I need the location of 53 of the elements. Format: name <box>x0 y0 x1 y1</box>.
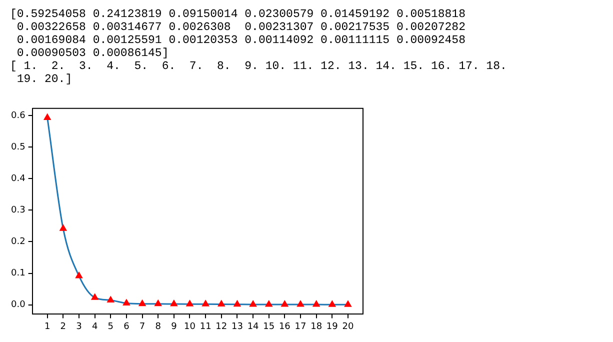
x-tick-label: 12 <box>216 322 228 332</box>
x-tick-label: 16 <box>278 322 291 332</box>
x-tick-label: 1 <box>44 322 50 332</box>
x-tick-label: 5 <box>108 322 114 332</box>
x-tick-label: 3 <box>76 322 82 332</box>
point <box>170 300 178 306</box>
x-tick-label: 9 <box>171 322 178 332</box>
point <box>43 113 52 120</box>
point <box>59 224 68 231</box>
x-tick-label: 6 <box>124 322 130 332</box>
text: 0.00169084 0.00125591 0.00120353 0.00114092 0.00111115 0.00092458 <box>16 34 466 47</box>
x-tick-label: 18 <box>310 322 322 332</box>
y-tick-label: 0.2 <box>10 237 26 248</box>
x-tick-label: 11 <box>200 322 212 332</box>
point <box>138 299 146 306</box>
y-tick-label: 0.3 <box>10 205 26 216</box>
y-tick-label: 0.4 <box>10 174 26 184</box>
x-tick-label: 15 <box>263 322 275 332</box>
point <box>217 300 226 306</box>
text: [ 1. 2. 3. 4. 5. 6. 7. 8. 9. 10. 11. 12. 13. 14. 15. 16. 17. 18. <box>10 60 508 73</box>
x-tick-label: 8 <box>155 322 162 332</box>
y-tick-label: 0.5 <box>10 142 26 152</box>
point <box>249 300 257 307</box>
x-tick-label: 20 <box>342 322 354 332</box>
point <box>122 298 130 306</box>
x-tick-label: 13 <box>231 322 243 332</box>
y-tick-label: 0.1 <box>10 268 26 279</box>
x-tick-label: 19 <box>326 322 338 332</box>
text: 0.00322658 0.00314677 0.0026308 0.00231307 0.00217535 0.00207282 <box>16 21 466 34</box>
x-tick-label: 14 <box>247 322 260 332</box>
text: [0.59254058 0.24123819 0.09150014 0.02300579 0.01459192 0.00518818 <box>10 8 466 21</box>
x-tick-label: 10 <box>184 322 196 332</box>
point <box>186 300 194 306</box>
point <box>296 300 304 307</box>
x-tick-label: 4 <box>92 322 98 332</box>
y-tick-label: 0.0 <box>10 300 26 310</box>
point <box>154 299 162 306</box>
point <box>264 300 273 307</box>
point <box>312 300 320 307</box>
point <box>75 271 83 278</box>
point <box>202 300 210 306</box>
point <box>106 296 115 302</box>
point <box>344 300 352 307</box>
text: 19. 20.] <box>16 73 74 86</box>
x-tick-label: 2 <box>60 322 66 332</box>
point <box>233 300 242 307</box>
y-tick-label: 0.6 <box>10 110 26 121</box>
x-tick-label: 17 <box>294 322 306 332</box>
point <box>280 300 289 307</box>
x-tick-label: 7 <box>139 322 146 332</box>
point <box>328 300 336 307</box>
point <box>90 293 99 300</box>
text: 0.00090503 0.00086145] <box>16 47 170 60</box>
